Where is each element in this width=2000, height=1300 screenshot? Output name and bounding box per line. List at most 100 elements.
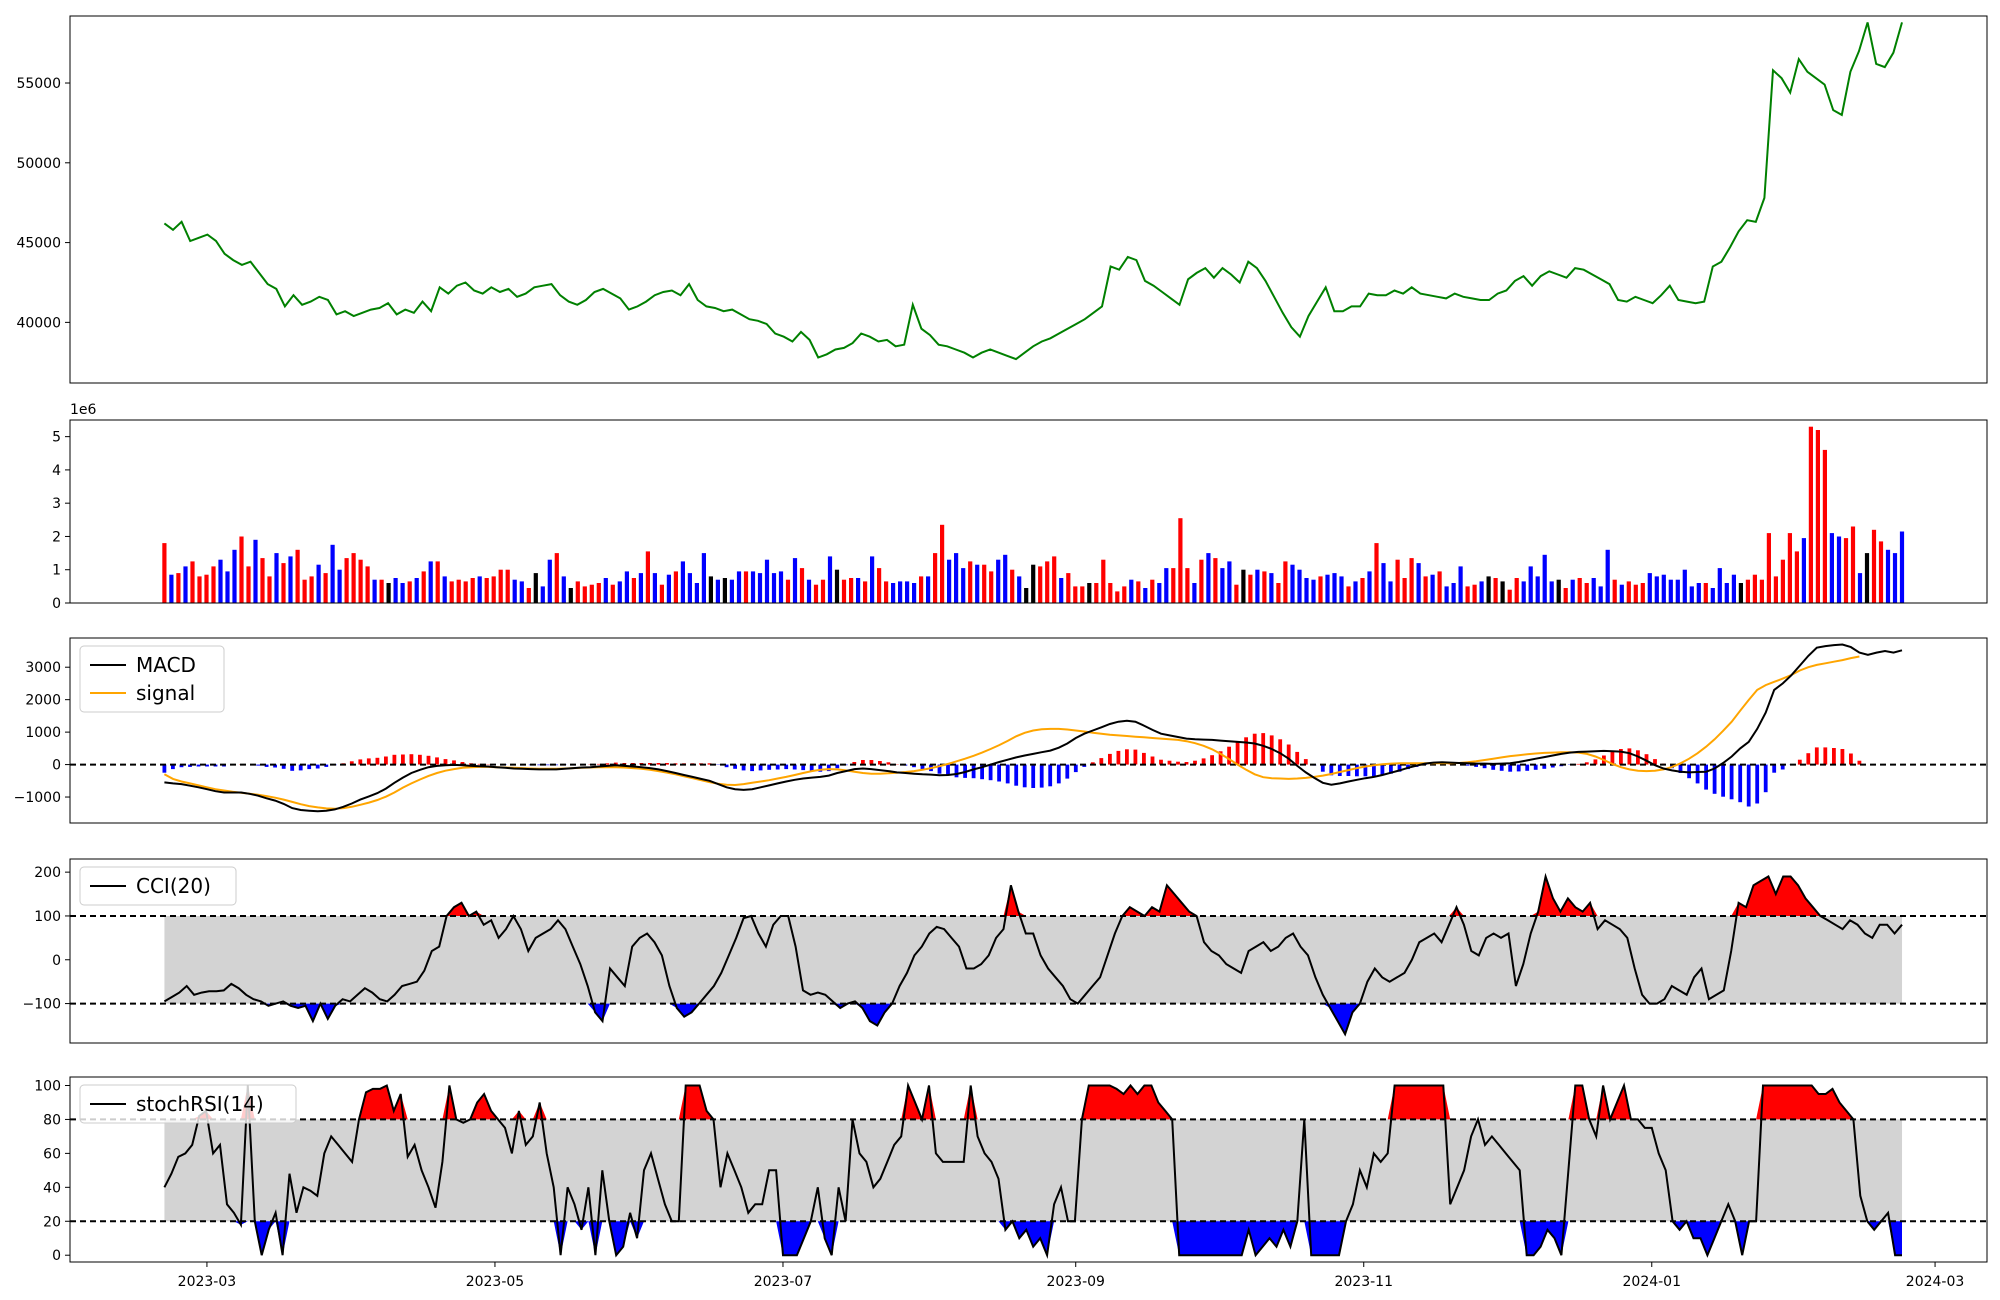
macd-histogram-bar	[375, 757, 380, 765]
macd-histogram-bar	[980, 764, 984, 780]
volume-bar	[197, 576, 202, 603]
macd-histogram-bar	[315, 764, 320, 769]
volume-bar	[1486, 576, 1491, 603]
volume-bar	[1591, 578, 1596, 603]
volume-ytick-label: 4	[52, 463, 61, 479]
volume-bar	[743, 571, 749, 603]
volume-bar	[533, 573, 538, 603]
macd-histogram-bar	[1797, 759, 1802, 765]
volume-bar	[1080, 586, 1085, 603]
volume-bar	[1780, 559, 1785, 603]
price-line	[163, 22, 1903, 361]
volume-bar	[428, 561, 433, 603]
stochrsi-ytick-label: 100	[34, 1078, 61, 1094]
volume-bar	[1472, 584, 1477, 603]
cci-frame	[69, 858, 1988, 1044]
x-tick-label: 2023-09	[1046, 1274, 1105, 1290]
cci-oversold-fill	[164, 1003, 1902, 1035]
volume-bar	[827, 556, 833, 603]
volume-bar	[1367, 571, 1372, 603]
macd-frame	[69, 637, 1988, 824]
volume-ytick-label: 1	[52, 563, 61, 579]
volume-bar	[456, 579, 461, 603]
stochrsi-line	[163, 1081, 1902, 1260]
macd-histogram-bar	[946, 764, 950, 776]
volume-bar	[603, 578, 608, 603]
volume-bar	[1150, 579, 1155, 603]
macd-histogram-bar	[605, 763, 610, 765]
x-tick-label: 2023-11	[1334, 1274, 1393, 1290]
macd-histogram-bar	[349, 761, 354, 765]
macd-histogram-bar	[733, 764, 737, 769]
volume-bar	[1675, 579, 1680, 603]
macd-histogram-bar	[196, 764, 201, 767]
macd-ytick-label: −1000	[14, 790, 61, 806]
stochrsi-neutral-band	[164, 1119, 1903, 1222]
volume-bar	[1073, 586, 1078, 603]
volume-bar	[856, 578, 861, 603]
volume-bar	[631, 578, 636, 603]
x-tick-label: 2024-01	[1623, 1274, 1682, 1290]
volume-bar	[820, 579, 826, 603]
macd-histogram-bar	[1772, 764, 1777, 773]
volume-bar	[1612, 579, 1617, 603]
volume-bar	[1745, 579, 1750, 603]
volume-bar	[736, 571, 742, 603]
volume-bar	[785, 579, 791, 603]
volume-bar	[547, 559, 552, 603]
volume-bar	[260, 558, 265, 603]
macd-histogram-bar	[648, 763, 652, 765]
volume-bar	[898, 581, 903, 603]
macd-histogram-bar	[537, 764, 542, 766]
volume-bar	[624, 571, 629, 603]
volume-bar	[1766, 533, 1771, 603]
cci-panel: −100 0 100 200 CCI(20)	[23, 858, 1988, 1044]
volume-bar	[701, 553, 706, 603]
cci-legend-box	[79, 866, 237, 906]
volume-bar	[1171, 568, 1176, 603]
stochrsi-ytick-label: 0	[52, 1248, 61, 1264]
volume-bar	[1514, 578, 1519, 603]
volume-bar	[1255, 569, 1260, 603]
macd-histogram-bar	[997, 764, 1001, 782]
macd-histogram-bar	[920, 764, 925, 770]
macd-histogram-bar	[775, 764, 780, 770]
volume-bar	[1381, 563, 1386, 603]
macd-histogram-bar	[1142, 752, 1146, 765]
volume-bar	[1752, 574, 1757, 603]
macd-histogram-bar	[1780, 764, 1785, 770]
price-panel: 40000 45000 50000 55000	[16, 15, 1988, 384]
macd-histogram-bar	[1482, 764, 1487, 769]
volume-bar	[1493, 578, 1498, 603]
macd-histogram-bar	[1832, 748, 1836, 765]
volume-bar	[1003, 554, 1008, 603]
macd-histogram-bar	[1397, 764, 1402, 772]
macd-histogram-bar	[1108, 753, 1112, 765]
volume-bar	[1682, 569, 1687, 603]
volume-bar	[1164, 568, 1169, 603]
volume-bar	[926, 576, 931, 603]
volume-bar	[1031, 564, 1036, 603]
volume-bar	[715, 579, 720, 603]
macd-histogram-bar	[750, 764, 754, 772]
volume-bar	[891, 583, 896, 603]
volume-bar	[1010, 569, 1015, 603]
macd-histogram-bar	[613, 762, 618, 765]
macd-histogram-bar	[1840, 749, 1845, 765]
volume-bar	[1437, 571, 1442, 603]
macd-histogram-bar	[1031, 764, 1036, 788]
volume-bar	[1836, 536, 1842, 603]
volume-bar	[778, 571, 784, 603]
volume-bar	[1605, 549, 1610, 603]
volume-bar	[1318, 576, 1323, 603]
volume-bar	[596, 583, 601, 603]
volume-bar	[302, 579, 307, 603]
macd-histogram-bar	[1116, 750, 1121, 765]
volume-bar	[1598, 586, 1603, 603]
volume-bar	[905, 581, 910, 603]
volume-bar	[253, 539, 258, 603]
macd-histogram-bar	[1278, 739, 1283, 765]
volume-bar	[274, 553, 279, 603]
macd-histogram-bar	[1235, 741, 1240, 765]
volume-frame	[69, 419, 1988, 604]
